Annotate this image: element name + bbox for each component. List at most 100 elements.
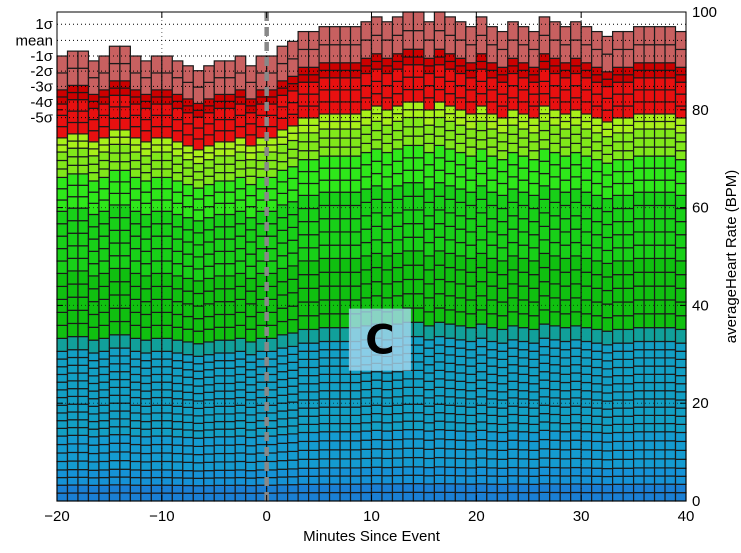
bar-cell: [318, 365, 331, 375]
bar-cell: [66, 164, 79, 175]
bar-cell: [653, 128, 666, 139]
bar-cell: [224, 191, 236, 204]
bar-cell: [245, 112, 257, 125]
bar-cell: [433, 88, 446, 103]
bar-cell: [381, 475, 394, 485]
bar-cell: [528, 492, 540, 502]
bar-cell: [381, 388, 394, 399]
bar-cell: [423, 176, 435, 190]
bar-cell: [87, 191, 100, 204]
bar-cell: [612, 301, 624, 317]
bar-cell: [213, 436, 226, 446]
bar-cell: [433, 307, 446, 323]
bar-cell: [98, 176, 111, 190]
bar-cell: [161, 210, 173, 225]
bar-cell: [171, 301, 184, 316]
bar-cell: [601, 352, 614, 362]
bar-cell: [496, 301, 509, 317]
bar-cell: [328, 101, 341, 115]
bar-cell: [87, 339, 100, 354]
bar-cell: [98, 285, 111, 300]
bar-cell: [381, 215, 394, 230]
bar-cell: [56, 381, 69, 391]
bar-cell: [402, 30, 415, 50]
bar-cell: [150, 103, 163, 116]
bar-cell: [245, 145, 257, 154]
bar-cell: [328, 313, 341, 329]
bar-cell: [349, 491, 362, 502]
bar-cell: [119, 169, 131, 183]
bar-cell: [98, 96, 111, 105]
bar-cell: [674, 117, 687, 126]
bar-cell: [77, 443, 90, 454]
bar-cell: [622, 81, 635, 95]
bar-cell: [580, 491, 593, 502]
bar-cell: [66, 283, 79, 298]
bar-cell: [454, 269, 467, 285]
bar-cell: [475, 354, 488, 364]
bar-cell: [129, 350, 142, 360]
bar-cell: [528, 48, 540, 68]
bar-cell: [140, 148, 152, 157]
bar-cell: [570, 151, 582, 166]
bar-cell: [528, 260, 540, 276]
bar-cell: [349, 113, 362, 123]
bar-cell: [98, 114, 111, 128]
bar-cell: [119, 426, 131, 436]
bar-cell: [287, 58, 299, 77]
bar-cell: [213, 202, 226, 216]
bar-cell: [234, 358, 247, 368]
bar-cell: [66, 133, 79, 142]
bar-cell: [538, 281, 551, 297]
bar-cell: [591, 315, 603, 331]
bar-cell: [632, 373, 645, 384]
bar-cell: [171, 367, 184, 377]
bar-cell: [150, 260, 163, 275]
bar-cell: [370, 172, 383, 187]
bar-cell: [297, 475, 310, 485]
bar-cell: [308, 440, 320, 451]
bar-cell: [87, 141, 100, 150]
bar-cell: [486, 458, 498, 469]
bar-cell: [287, 492, 299, 502]
bar-cell: [108, 363, 121, 373]
bar-cell: [549, 439, 561, 450]
bar-cell: [674, 141, 687, 152]
bar-cell: [129, 137, 142, 146]
bar-cell: [182, 477, 194, 487]
bar-cell: [224, 313, 236, 328]
bar-cell: [507, 283, 519, 299]
bar-cell: [56, 55, 69, 74]
bar-cell: [580, 191, 593, 207]
bar-cell: [349, 467, 362, 477]
bar-cell: [297, 366, 310, 377]
bar-cell: [601, 432, 614, 443]
bar-cell: [150, 350, 163, 360]
bar-cell: [517, 128, 530, 139]
bar-cell: [601, 392, 614, 402]
bar-cell: [140, 367, 152, 377]
bar-cell: [66, 349, 79, 359]
bar-cell: [496, 132, 509, 143]
bar-cell: [622, 234, 635, 249]
bar-cell: [612, 431, 624, 443]
bar-cell: [318, 431, 331, 442]
bar-cell: [517, 101, 530, 115]
bar-cell: [77, 460, 90, 471]
bar-cell: [402, 116, 415, 128]
bar-cell: [601, 416, 614, 426]
bar-cell: [517, 440, 530, 451]
bar-cell: [245, 384, 257, 393]
bar-cell: [192, 407, 205, 417]
bar-cell: [486, 467, 498, 477]
bar-cell: [203, 123, 215, 136]
bar-cell: [507, 109, 519, 119]
bar-cell: [632, 191, 645, 207]
bar-cell: [454, 466, 467, 477]
bar-cell: [245, 81, 257, 100]
bar-cell: [653, 285, 666, 301]
bar-cell: [203, 290, 215, 305]
bar-cell: [538, 295, 551, 311]
bar-cell: [475, 457, 488, 468]
bar-cell: [402, 369, 415, 380]
